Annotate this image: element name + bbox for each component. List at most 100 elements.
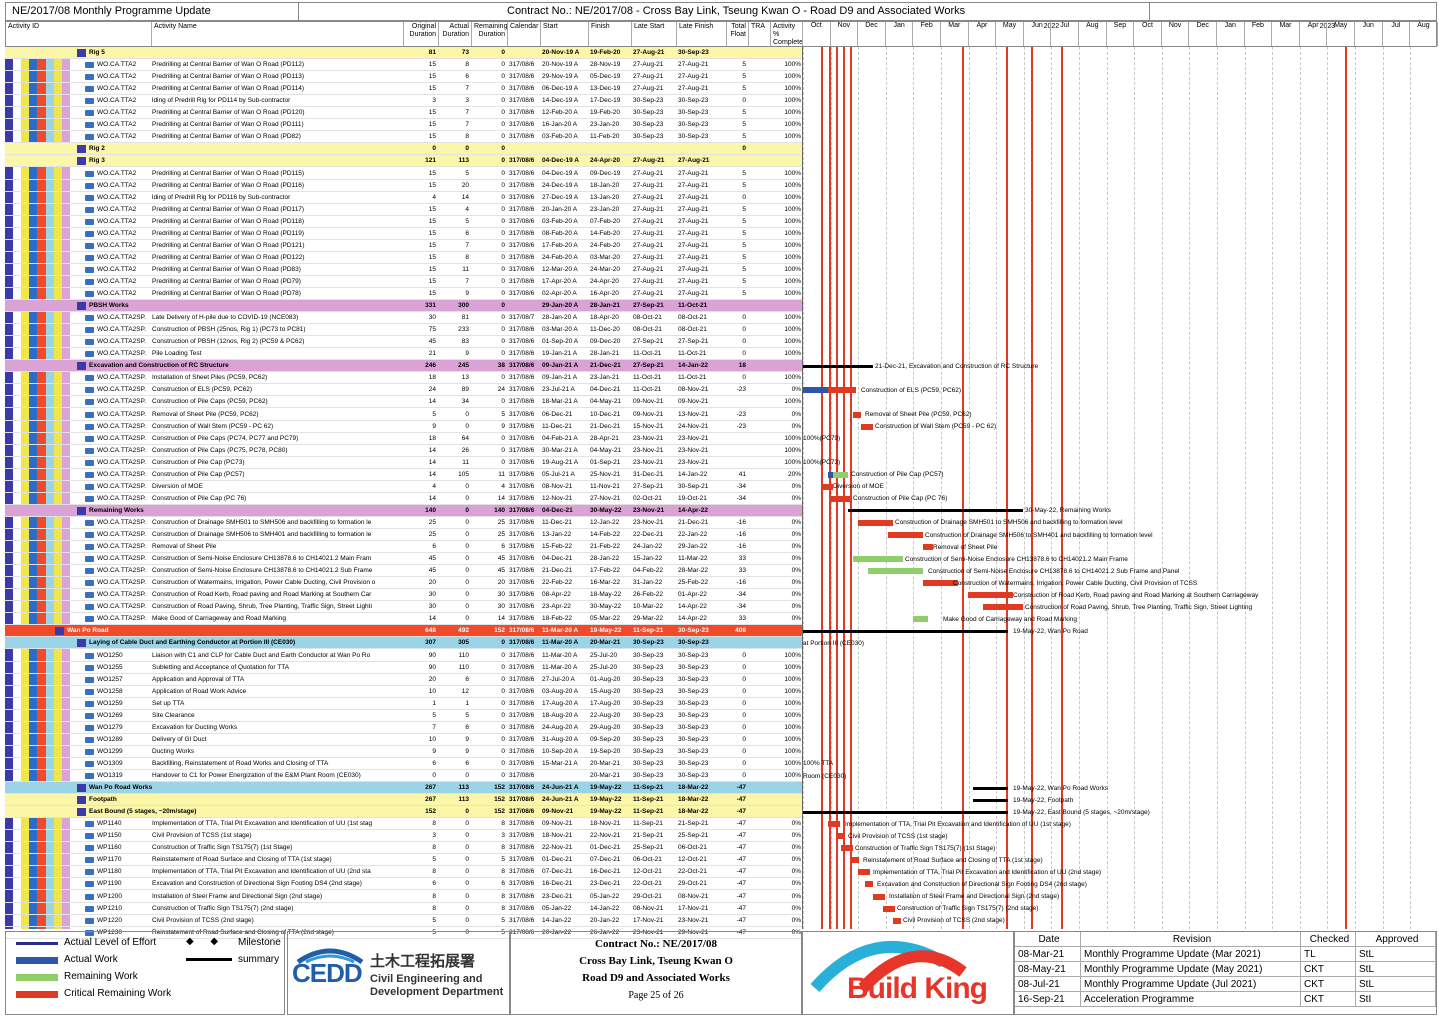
gantt-bar[interactable] [973,798,1008,802]
table-row[interactable]: WO.CA.TTA2SP. Construction of Pile Caps (… [5,433,802,445]
table-row[interactable]: WO.CA.TTA2SP. Construction of Semi-Noise … [5,553,802,566]
table-row[interactable]: WO.CA.TTA2 Predrilling at Central Barrier… [5,83,802,96]
col-finish[interactable]: Finish [589,22,632,46]
col-calendar[interactable]: Calendar [508,22,541,46]
gantt-bar[interactable] [803,810,1008,814]
table-row[interactable]: WO.CA.TTA2SP. Late Delivery of H-pile due… [5,312,802,325]
gantt-bar[interactable] [923,580,958,587]
col-remaining[interactable]: Remaining Duration [472,22,508,46]
gantt-bar[interactable] [868,568,923,575]
table-row[interactable]: WO1259 Set up TTA 1 1 0 317/08/6 17-Aug-20 A 17… [5,698,802,710]
gantt-bar[interactable] [833,471,848,478]
table-row[interactable]: WO.CA.TTA2SP. Construction of PBSH (12nos… [5,336,802,349]
table-row[interactable]: WO.CA.TTA2 Predrilling at Central Barrier… [5,131,802,144]
table-row[interactable]: WO.CA.TTA2 Predrilling at Central Barrier… [5,204,802,216]
wbs-group-row[interactable]: Remaining Works 140 0 140 317/08/6 04-Dec-21 3… [5,504,802,517]
table-row[interactable]: WO1319 Handover to C1 for Power Energizat… [5,770,802,782]
gantt-bar[interactable] [828,387,856,394]
table-row[interactable]: WO.CA.TTA2SP. Construction of Pile Cap (P… [5,469,802,481]
table-row[interactable]: WO.CA.TTA2SP. Make Good of Carriageway an… [5,613,802,626]
gantt-bar[interactable] [803,387,828,394]
table-row[interactable]: WO.CA.TTA2 Predrilling at Central Barrier… [5,168,802,180]
gantt-bar[interactable] [973,786,1008,790]
gantt-bar[interactable] [828,471,833,478]
gantt-bar[interactable] [883,905,895,912]
table-row[interactable]: WO.CA.TTA2SP. Removal of Sheet Pile (PC59… [5,409,802,421]
gantt-bar[interactable] [888,532,923,538]
table-row[interactable]: WO1255 Subletting and Acceptance of Quota… [5,662,802,674]
table-row[interactable]: WO1279 Excavation for Ducting Works 7 6 0 317… [5,722,802,734]
table-row[interactable]: WO.CA.TTA2SP. Construction of Pile Cap (P… [5,457,802,469]
table-row[interactable]: WO.CA.TTA2SP. Construction of PBSH (25nos… [5,324,802,337]
table-row[interactable]: WO1309 Backfilling, Reinstatement of Road… [5,758,802,770]
table-row[interactable]: WO.CA.TTA2SP. Construction of Road Paving… [5,601,802,614]
table-row[interactable]: WO.CA.TTA2SP. Diversion of MOE 4 0 4 317/08/6… [5,481,802,493]
table-row[interactable]: WO.CA.TTA2 Predrilling at Central Barrier… [5,252,802,264]
col-activity-id[interactable]: Activity ID [6,22,152,46]
gantt-bar[interactable] [873,893,885,900]
table-row[interactable]: WP1140 Implementation of TTA, Trial Pit E… [5,818,802,831]
table-row[interactable]: WO.CA.TTA2 Predrilling at Central Barrier… [5,59,802,72]
wbs-group-row[interactable]: Wan Po Road Works 267 113 152 317/08/6 24-Jun… [5,782,802,795]
wbs-group-row[interactable]: PBSH Works 331 300 0 29-Jan-20 A 28-Jan-21 27-… [5,300,802,313]
gantt-bar[interactable] [983,604,1023,611]
table-row[interactable]: WO.CA.TTA2 Predrilling at Central Barrier… [5,119,802,132]
col-start[interactable]: Start [541,22,589,46]
col-activity-name[interactable]: Activity Name [152,22,404,46]
table-row[interactable]: WP1210 Construction of Traffic Sign TS175… [5,903,802,915]
table-row[interactable]: WO.CA.TTA2 Predrilling at Central Barrier… [5,276,802,288]
wbs-group-row[interactable]: Wan Po Road 648 492 152 317/08/6 11-Mar-20 A 1… [5,625,802,638]
table-row[interactable]: WO.CA.TTA2SP. Construction of Drainage SM… [5,517,802,529]
wbs-group-row[interactable]: Rig 2 0 0 0 0 [5,143,802,156]
col-tra[interactable]: TRA [749,22,771,46]
table-row[interactable]: WO1299 Ducting Works 9 9 0 317/08/6 10-Sep-20 … [5,746,802,758]
table-row[interactable]: WO.CA.TTA2SP. Installation of Sheet Piles… [5,372,802,385]
wbs-group-row[interactable]: East Bound (5 stages, ~20m/stage) 152 0 152… [5,806,802,819]
table-row[interactable]: WO.CA.TTA2 Predrilling at Central Barrier… [5,240,802,252]
table-row[interactable]: WP1150 Civil Provision of TCSS (1st stage… [5,830,802,843]
col-late-finish[interactable]: Late Finish [677,22,727,46]
wbs-group-row[interactable]: Footpath 267 113 152 317/08/6 24-Jun-21 A 19-M… [5,794,802,807]
table-row[interactable]: WP1200 Installation of Steel Frame and Di… [5,891,802,903]
table-row[interactable]: WO.CA.TTA2 lding of Predrill Rig for PD11… [5,192,802,204]
gantt-bar[interactable] [968,592,1013,599]
table-row[interactable]: WO1257 Application and Approval of TTA 20 6… [5,674,802,686]
col-total-float[interactable]: Total Float [727,22,749,46]
gantt-bar[interactable] [803,364,873,368]
gantt-bar[interactable] [823,483,833,490]
gantt-bar[interactable] [858,519,893,526]
table-row[interactable]: WO1289 Delivery of GI Duct 10 9 0 317/08/6 31-… [5,734,802,746]
gantt-bar[interactable] [828,821,840,828]
table-row[interactable]: WP1160 Construction of Traffic Sign TS175… [5,842,802,855]
col-orig[interactable]: Original Duration [404,22,439,46]
gantt-bar[interactable] [913,616,928,623]
table-row[interactable]: WO.CA.TTA2 Predrilling at Central Barrier… [5,288,802,300]
table-row[interactable]: WO1258 Application of Road Work Advice 10 1… [5,686,802,698]
gantt-bar[interactable] [893,917,901,924]
gantt-bar[interactable] [853,411,861,418]
table-row[interactable]: WO.CA.TTA2SP. Construction of Drainage SM… [5,529,802,541]
table-row[interactable]: WO.CA.TTA2SP. Construction of Semi-Noise … [5,565,802,578]
table-row[interactable]: WO.CA.TTA2SP. Construction of Pile Cap (P… [5,493,802,505]
col-late-start[interactable]: Late Start [632,22,677,46]
gantt-bar[interactable] [851,857,859,864]
table-row[interactable]: WO1269 Site Clearance 5 5 0 317/08/6 18-Aug-20… [5,710,802,722]
table-row[interactable]: WO.CA.TTA2SP. Construction of ELS (PC59, … [5,384,802,397]
gantt-bar[interactable] [861,423,873,430]
table-row[interactable]: WO.CA.TTA2SP. Pile Loading Test 21 9 0 317/08… [5,348,802,361]
gantt-bar[interactable] [803,629,1008,633]
gantt-bar[interactable] [923,544,933,551]
table-row[interactable]: WO.CA.TTA2SP. Construction of Pile Caps (… [5,445,802,457]
gantt-bar[interactable] [848,509,1023,513]
gantt-bar[interactable] [841,845,853,852]
table-row[interactable]: WO.CA.TTA2SP. Construction of Road Kerb, … [5,589,802,602]
table-row[interactable]: WO1250 Liaison with C1 and CLP for Cable … [5,650,802,662]
col-actual[interactable]: Actual Duration [439,22,472,46]
gantt-bar[interactable] [831,495,851,502]
table-row[interactable]: WO.CA.TTA2SP. Construction of Wall Stem (… [5,421,802,433]
table-row[interactable]: WO.CA.TTA2 Predrilling at Central Barrier… [5,216,802,228]
table-row[interactable]: WO.CA.TTA2 Predrilling at Central Barrier… [5,228,802,240]
wbs-group-row[interactable]: Rig 3 121 113 0 317/08/6 04-Dec-19 A 24-Apr-20… [5,155,802,168]
wbs-group-row[interactable]: Laying of Cable Duct and Earthing Conduc… [5,637,802,650]
wbs-group-row[interactable]: Rig 5 81 73 0 20-Nov-19 A 19-Feb-20 27-Aug-21 3… [5,47,802,59]
